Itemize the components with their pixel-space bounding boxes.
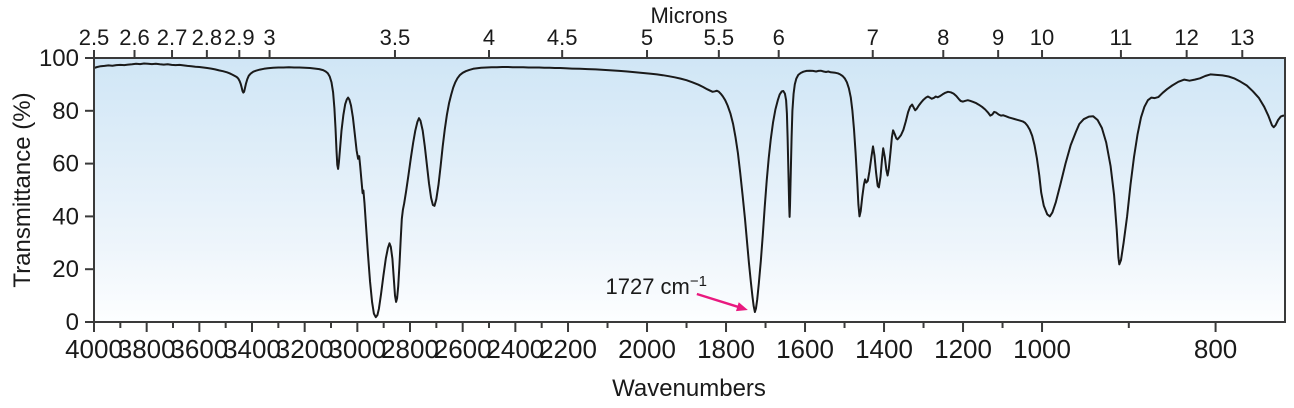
annotation-arrow-head	[735, 302, 748, 312]
annotation-label-main: 1727 cm	[606, 274, 690, 299]
x-axis-tick-label: 1200	[934, 334, 992, 364]
x-axis-tick-label: 2800	[381, 334, 439, 364]
microns-tick-label: 9	[992, 25, 1004, 50]
microns-tick-label: 5	[641, 25, 653, 50]
microns-tick-label: 8	[937, 25, 949, 50]
microns-tick-label: 2.8	[192, 25, 223, 50]
peak-annotation-1727: 1727 cm−1	[606, 273, 748, 312]
y-axis-tick-label: 100	[39, 45, 79, 72]
y-axis-title: Transmittance (%)	[9, 92, 36, 287]
x-axis-top-microns: 2.5 2.6 2.7 2.8 2.9 3 3.5 4 4.5 5 5.5 6 7 8 9 10 11 12 13	[79, 25, 1255, 58]
microns-tick-label: 2.9	[224, 25, 255, 50]
microns-tick-label: 6	[773, 25, 785, 50]
x-axis-tick-label: 2400	[486, 334, 544, 364]
microns-tick-label: 3.5	[380, 25, 411, 50]
annotation-label: 1727 cm−1	[606, 273, 708, 299]
plot-border	[93, 57, 1286, 323]
microns-tick-label: 2.5	[79, 25, 110, 50]
x-axis-tick-label: 3000	[328, 334, 386, 364]
x-axis-tick-label: 3200	[276, 334, 334, 364]
x-axis-tick-label: 1800	[697, 334, 755, 364]
y-axis-tick-label: 40	[52, 203, 79, 230]
x-axis-bottom-wavenumbers: 4000380036003400320030002800260024002200…	[65, 322, 1237, 364]
x-axis-tick-label: 3400	[223, 334, 281, 364]
microns-tick-label: 2.7	[157, 25, 188, 50]
y-axis-tick-label: 60	[52, 151, 79, 178]
top-axis-title: Microns	[650, 3, 727, 28]
microns-tick-label: 3	[263, 25, 275, 50]
x-axis-tick-label: 2000	[618, 334, 676, 364]
y-axis-tick-label: 0	[66, 309, 79, 336]
plot-area-background	[94, 58, 1285, 322]
annotation-arrow-line	[696, 292, 741, 309]
microns-tick-label: 4	[483, 25, 495, 50]
x-axis-tick-label: 2200	[539, 334, 597, 364]
microns-tick-label: 13	[1230, 25, 1254, 50]
microns-tick-label: 11	[1109, 25, 1132, 50]
x-axis-tick-label: 3800	[118, 334, 176, 364]
microns-tick-label: 12	[1174, 25, 1198, 50]
annotation-label-superscript: −1	[690, 273, 707, 290]
microns-tick-label: 5.5	[704, 25, 735, 50]
x-axis-tick-label: 1000	[1013, 334, 1071, 364]
x-axis-tick-label: 1400	[855, 334, 913, 364]
microns-tick-label: 4.5	[547, 25, 578, 50]
microns-tick-label: 2.6	[119, 25, 150, 50]
annotation-arrow	[696, 292, 748, 312]
y-axis-left-transmittance: 0 20 40 60 80 100	[39, 45, 94, 336]
x-axis-tick-label: 2600	[434, 334, 492, 364]
x-axis-tick-label: 4000	[65, 334, 123, 364]
x-axis-tick-label: 1600	[776, 334, 834, 364]
y-axis-tick-label: 80	[52, 98, 79, 125]
microns-tick-label: 10	[1030, 25, 1054, 50]
y-axis-tick-label: 20	[52, 256, 79, 283]
microns-tick-label: 7	[867, 25, 879, 50]
x-axis-tick-label: 800	[1194, 334, 1237, 364]
spectrum-line	[93, 62, 1286, 319]
x-axis-title: Wavenumbers	[612, 375, 766, 402]
spectrum-curve	[93, 62, 1286, 319]
x-axis-tick-label: 3600	[170, 334, 228, 364]
